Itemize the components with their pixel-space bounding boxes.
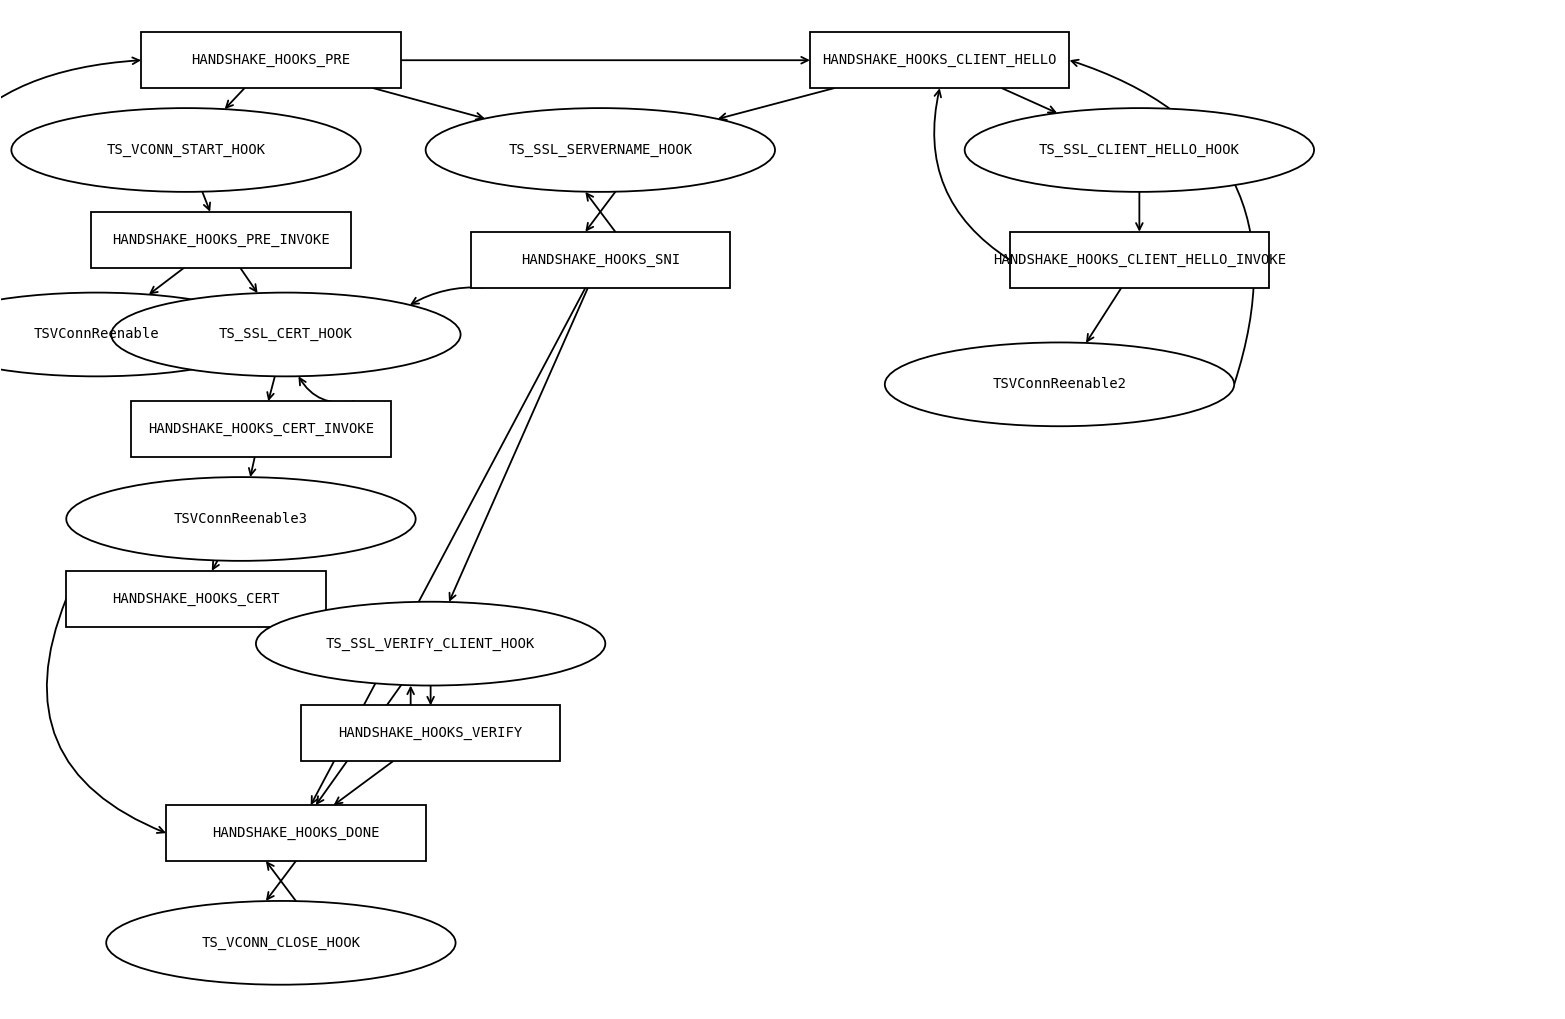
FancyArrowPatch shape — [335, 761, 393, 804]
FancyBboxPatch shape — [66, 571, 326, 627]
Text: HANDSHAKE_HOOKS_CLIENT_HELLO_INVOKE: HANDSHAKE_HOOKS_CLIENT_HELLO_INVOKE — [992, 253, 1286, 267]
FancyArrowPatch shape — [268, 861, 296, 900]
FancyArrowPatch shape — [225, 89, 244, 108]
FancyBboxPatch shape — [300, 705, 560, 761]
Ellipse shape — [257, 602, 606, 686]
FancyBboxPatch shape — [91, 212, 351, 268]
FancyArrowPatch shape — [587, 192, 615, 230]
Text: TSVConnReenable3: TSVConnReenable3 — [174, 512, 308, 526]
FancyArrowPatch shape — [299, 378, 354, 403]
Text: TS_SSL_CLIENT_HELLO_HOOK: TS_SSL_CLIENT_HELLO_HOOK — [1039, 143, 1239, 157]
FancyBboxPatch shape — [166, 805, 426, 861]
Text: TS_VCONN_START_HOOK: TS_VCONN_START_HOOK — [106, 143, 266, 157]
FancyArrowPatch shape — [268, 376, 275, 399]
FancyArrowPatch shape — [1088, 287, 1122, 341]
FancyArrowPatch shape — [311, 287, 585, 803]
Text: TS_SSL_VERIFY_CLIENT_HOOK: TS_SSL_VERIFY_CLIENT_HOOK — [326, 637, 535, 651]
FancyArrowPatch shape — [0, 57, 139, 334]
Ellipse shape — [111, 292, 460, 376]
Text: HANDSHAKE_HOOKS_CERT: HANDSHAKE_HOOKS_CERT — [113, 592, 280, 605]
FancyBboxPatch shape — [141, 33, 401, 89]
Text: TSVConnReenable2: TSVConnReenable2 — [992, 377, 1127, 391]
FancyArrowPatch shape — [150, 268, 185, 293]
Text: TS_VCONN_CLOSE_HOOK: TS_VCONN_CLOSE_HOOK — [202, 935, 360, 950]
Ellipse shape — [884, 342, 1235, 426]
FancyArrowPatch shape — [213, 560, 219, 569]
Ellipse shape — [106, 901, 455, 984]
Text: HANDSHAKE_HOOKS_SNI: HANDSHAKE_HOOKS_SNI — [521, 253, 679, 267]
Text: HANDSHAKE_HOOKS_PRE: HANDSHAKE_HOOKS_PRE — [191, 53, 351, 67]
FancyArrowPatch shape — [1136, 192, 1142, 229]
Text: HANDSHAKE_HOOKS_CLIENT_HELLO: HANDSHAKE_HOOKS_CLIENT_HELLO — [823, 53, 1056, 67]
FancyArrowPatch shape — [47, 599, 164, 833]
Ellipse shape — [66, 477, 416, 560]
Text: TS_SSL_SERVERNAME_HOOK: TS_SSL_SERVERNAME_HOOK — [509, 143, 692, 157]
FancyArrowPatch shape — [934, 90, 1009, 260]
Ellipse shape — [11, 108, 362, 192]
FancyArrowPatch shape — [1072, 60, 1254, 384]
FancyArrowPatch shape — [407, 688, 415, 705]
FancyBboxPatch shape — [131, 401, 391, 458]
Text: HANDSHAKE_HOOKS_CERT_INVOKE: HANDSHAKE_HOOKS_CERT_INVOKE — [147, 422, 374, 436]
Text: HANDSHAKE_HOOKS_VERIFY: HANDSHAKE_HOOKS_VERIFY — [338, 727, 523, 741]
FancyArrowPatch shape — [249, 458, 255, 475]
Text: HANDSHAKE_HOOKS_PRE_INVOKE: HANDSHAKE_HOOKS_PRE_INVOKE — [113, 232, 330, 247]
Text: TSVConnReenable: TSVConnReenable — [33, 327, 160, 341]
FancyArrowPatch shape — [374, 89, 484, 119]
Text: TS_SSL_CERT_HOOK: TS_SSL_CERT_HOOK — [219, 327, 352, 341]
FancyBboxPatch shape — [1009, 231, 1269, 287]
FancyBboxPatch shape — [471, 231, 731, 287]
FancyArrowPatch shape — [427, 686, 434, 703]
Ellipse shape — [0, 292, 271, 376]
Text: HANDSHAKE_HOOKS_DONE: HANDSHAKE_HOOKS_DONE — [213, 826, 380, 840]
FancyArrowPatch shape — [401, 57, 808, 63]
Ellipse shape — [964, 108, 1315, 192]
FancyArrowPatch shape — [1002, 89, 1055, 112]
FancyArrowPatch shape — [449, 287, 588, 600]
Ellipse shape — [426, 108, 775, 192]
FancyArrowPatch shape — [296, 615, 326, 624]
FancyArrowPatch shape — [202, 192, 210, 210]
FancyArrowPatch shape — [268, 863, 296, 901]
FancyArrowPatch shape — [316, 685, 401, 804]
FancyArrowPatch shape — [412, 287, 484, 304]
FancyArrowPatch shape — [587, 194, 615, 231]
FancyArrowPatch shape — [720, 89, 834, 120]
FancyArrowPatch shape — [239, 268, 257, 291]
FancyBboxPatch shape — [811, 33, 1069, 89]
